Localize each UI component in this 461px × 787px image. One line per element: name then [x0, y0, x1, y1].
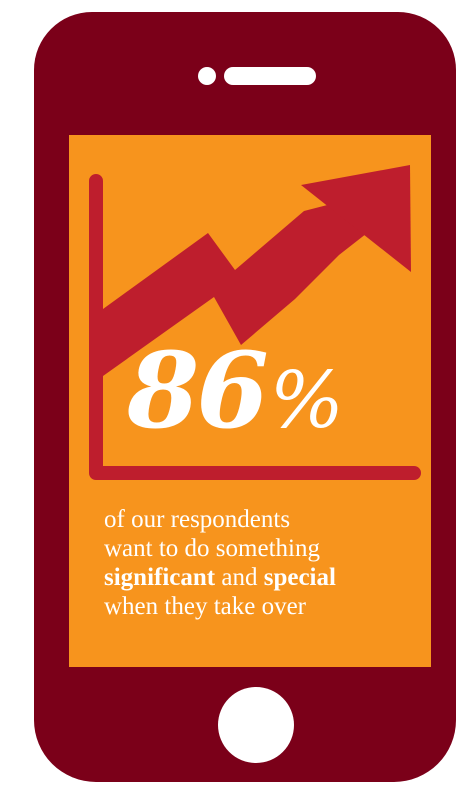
stat-caption: of our respondents want to do something … — [104, 505, 429, 621]
speaker-slot — [224, 67, 316, 85]
caption-and: and — [221, 564, 258, 591]
headline-stat: 86% — [127, 339, 344, 443]
caption-emphasis-special: special — [263, 564, 336, 591]
caption-line-1: of our respondents — [104, 506, 291, 533]
caption-line-2: want to do something — [104, 535, 320, 562]
chart-axes — [89, 174, 421, 480]
trend-graphic — [89, 165, 421, 480]
home-button-icon — [218, 687, 294, 763]
caption-line-4: when they take over — [104, 593, 307, 620]
arrow-head — [301, 165, 411, 272]
phone-screen: 86% of our respondents want to do someth… — [69, 135, 431, 667]
stat-value: 86 — [127, 329, 269, 452]
rising-zigzag-arrow-icon — [103, 202, 371, 376]
stat-unit: % — [269, 356, 344, 446]
caption-emphasis-significant: significant — [104, 564, 216, 591]
camera-dot — [198, 67, 216, 85]
